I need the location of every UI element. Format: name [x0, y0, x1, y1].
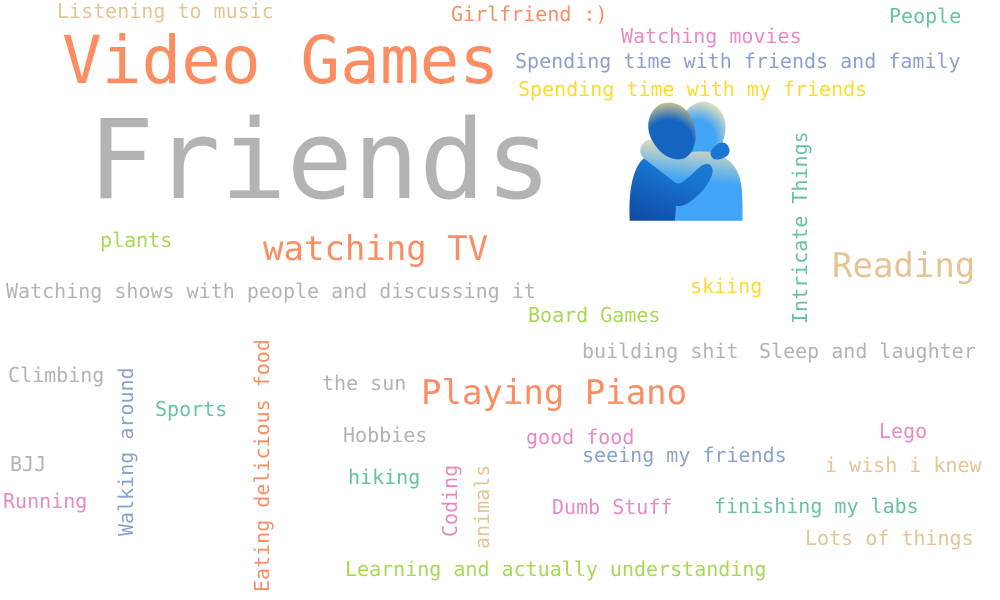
- cloud-word: plants: [100, 228, 173, 252]
- cloud-word: Sleep and laughter: [759, 339, 976, 363]
- cloud-word: Girlfriend :): [451, 2, 608, 26]
- cloud-word: good food: [526, 425, 635, 449]
- cloud-word: Reading: [832, 246, 976, 286]
- cloud-word: Friends 🫂: [88, 96, 755, 224]
- cloud-word: Climbing: [8, 363, 105, 387]
- cloud-word: Listening to music: [57, 0, 274, 23]
- cloud-word: i wish i knew: [825, 453, 982, 477]
- cloud-word: skiing: [690, 274, 763, 298]
- cloud-word: hiking: [348, 465, 421, 489]
- cloud-word: the sun: [322, 371, 407, 395]
- cloud-word: Watching shows with people and discussin…: [6, 279, 536, 303]
- cloud-word: Dumb Stuff: [552, 495, 673, 519]
- cloud-word: Running: [3, 489, 88, 513]
- cloud-word: Coding: [438, 464, 462, 537]
- cloud-word: watching TV: [263, 229, 489, 269]
- cloud-word: Eating delicious food: [250, 339, 274, 592]
- cloud-word: People: [889, 4, 962, 28]
- cloud-word: Intricate Things: [788, 131, 812, 324]
- cloud-word: Spending time with friends and family: [515, 49, 961, 73]
- cloud-word: finishing my labs: [714, 494, 919, 518]
- cloud-word: seeing my friends: [582, 443, 787, 467]
- cloud-word: Learning and actually understanding: [345, 557, 767, 581]
- cloud-word: Video Games: [62, 22, 500, 99]
- cloud-word: Spending time with my friends: [518, 77, 868, 101]
- cloud-word: Lots of things: [805, 526, 974, 550]
- cloud-word: building shit: [582, 339, 739, 363]
- cloud-word: BJJ: [10, 452, 47, 476]
- cloud-word: Watching movies: [621, 24, 802, 48]
- cloud-word: Playing Piano: [421, 373, 688, 413]
- cloud-word: Sports: [155, 397, 228, 421]
- cloud-word: animals: [470, 464, 494, 549]
- cloud-word: Hobbies: [343, 423, 428, 447]
- cloud-word: Walking around: [114, 367, 138, 536]
- cloud-word: Lego: [879, 419, 928, 443]
- cloud-word: Board Games: [528, 303, 661, 327]
